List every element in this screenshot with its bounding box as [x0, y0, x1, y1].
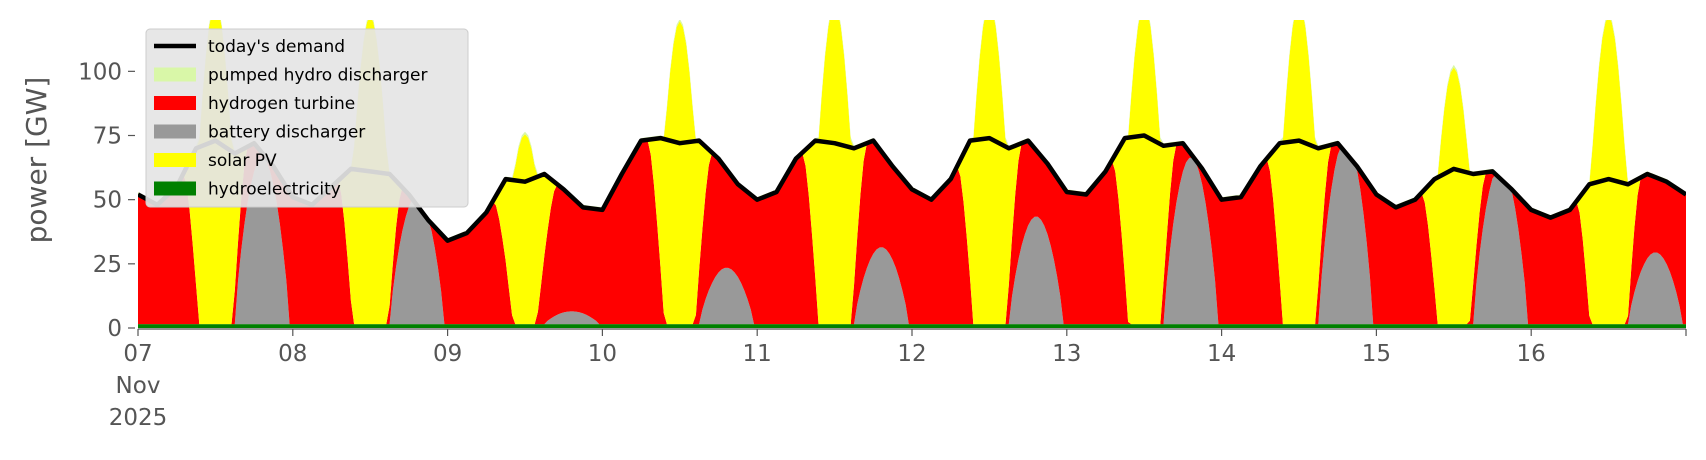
- legend-label-solar-pv: solar PV: [208, 151, 277, 171]
- y-tick-label: 0: [107, 316, 122, 342]
- y-axis: 0 25 50 75 100: [78, 59, 135, 342]
- x-tick-label: 14: [1207, 341, 1236, 367]
- area-hydroelectricity: [138, 324, 1686, 328]
- x-tick-label: 07: [123, 341, 152, 367]
- y-tick-label: 25: [93, 252, 122, 278]
- legend-label-hydroelectricity: hydroelectricity: [208, 180, 341, 200]
- y-axis-label: power [GW]: [20, 77, 53, 244]
- legend-label-today-s-demand: today's demand: [208, 37, 345, 57]
- x-tick-label: 08: [278, 341, 307, 367]
- legend-swatch-hydrogen-turbine: [154, 96, 196, 110]
- area-hydrogen-turbine: [138, 139, 1686, 325]
- x-axis: 07 Nov 2025 08 09 10 11 12 13 14 15 16: [109, 328, 1687, 431]
- x-tick-label: 2025: [109, 405, 168, 431]
- legend: today's demand pumped hydro discharger hyd…: [145, 28, 469, 208]
- x-tick-label: 10: [588, 341, 617, 367]
- y-tick-label: 100: [78, 59, 122, 85]
- x-tick-label: Nov: [116, 373, 161, 399]
- legend-label-battery-discharger: battery discharger: [208, 123, 365, 143]
- x-tick-label: 13: [1052, 341, 1081, 367]
- legend-label-hydrogen-turbine: hydrogen turbine: [208, 94, 355, 114]
- legend-swatch-hydroelectricity: [154, 181, 196, 196]
- x-tick-label: 15: [1362, 341, 1391, 367]
- y-tick-label: 75: [93, 124, 122, 150]
- legend-swatch-pumped-hydro-discharger: [154, 67, 196, 82]
- x-tick-label: 16: [1517, 341, 1546, 367]
- area-solar-pv: [138, 20, 1686, 325]
- legend-swatch-solar-pv: [154, 153, 196, 167]
- legend-swatch-battery-discharger: [154, 124, 196, 139]
- legend-label-pumped-hydro-discharger: pumped hydro discharger: [208, 66, 427, 86]
- y-tick-label: 50: [93, 188, 122, 214]
- legend-box: [145, 28, 469, 208]
- x-tick-label: 11: [743, 341, 772, 367]
- x-tick-label: 09: [433, 341, 462, 367]
- x-tick-label: 12: [897, 341, 926, 367]
